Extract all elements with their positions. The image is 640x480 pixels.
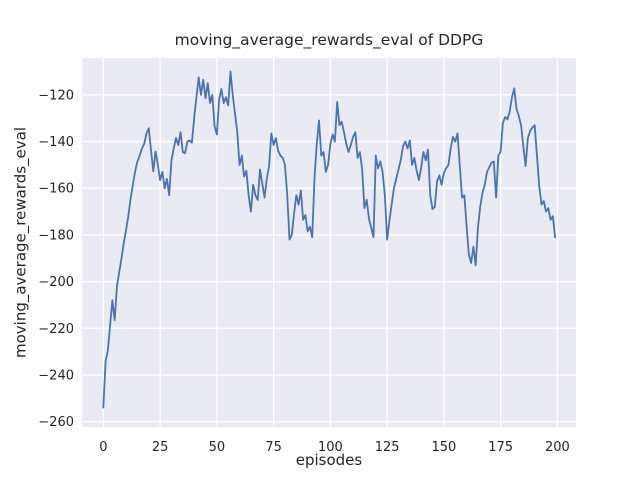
y-tick-label: −240 <box>38 368 74 383</box>
x-tick-label: 175 <box>488 440 513 455</box>
chart-title: moving_average_rewards_eval of DDPG <box>174 31 484 49</box>
x-tick-label: 0 <box>99 440 107 455</box>
y-tick-label: −200 <box>38 275 74 290</box>
x-axis-label: episodes <box>295 451 363 469</box>
x-tick-label: 125 <box>375 440 400 455</box>
y-axis-label: moving_average_rewards_eval <box>11 127 30 358</box>
x-tick-label: 200 <box>545 440 570 455</box>
x-tick-label: 100 <box>318 440 343 455</box>
y-tick-label: −140 <box>38 135 74 150</box>
y-tick-label: −260 <box>38 415 74 430</box>
x-tick-label: 25 <box>152 440 169 455</box>
y-tick-label: −160 <box>38 182 74 197</box>
y-tick-label: −180 <box>38 228 74 243</box>
y-tick-label: −120 <box>38 88 74 103</box>
y-tick-label: −220 <box>38 322 74 337</box>
reward-line <box>102 70 557 409</box>
x-tick-label: 150 <box>431 440 456 455</box>
x-tick-label: 50 <box>209 440 226 455</box>
plot-area <box>82 58 576 427</box>
x-tick-label: 75 <box>265 440 282 455</box>
